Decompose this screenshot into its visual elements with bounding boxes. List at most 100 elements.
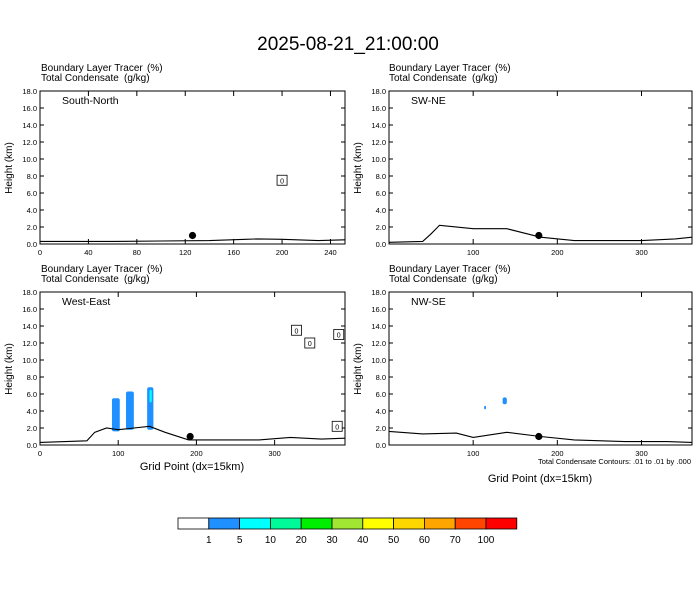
colorbar-label: 70 [450,535,462,546]
x-tick-label: 100 [112,449,125,458]
colorbar-label: 30 [326,535,338,546]
y-tick-label: 12.0 [22,339,37,348]
y-tick-label: 6.0 [376,189,386,198]
location-marker [186,432,194,441]
colorbar-swatch [300,517,333,530]
y-tick-label: 10.0 [371,155,386,164]
axes-frame [39,90,346,245]
x-axis-title: Grid Point (dx=15km) [488,473,592,485]
y-axis-title: Height (km) [4,142,15,194]
y-tick-label: 12.0 [22,138,37,147]
panel-south-north: 0.0 2.0 4.0 6.0 8.0 10.0 12.0 14.0 16.0 18.0 0 40 80… [22,87,346,257]
colorbar-label: 20 [296,535,308,546]
location-marker [188,231,197,240]
y-axis-title: Height (km) [4,343,15,395]
contour-label-box [276,174,288,186]
y-tick-label: 12.0 [371,339,386,348]
header-line1-label: Boundary Layer Tracer [41,63,143,74]
y-tick-label: 16.0 [371,305,386,314]
colorbar-label: 40 [357,535,369,546]
panel-sw-ne: 0.0 2.0 4.0 6.0 8.0 10.0 12.0 14.0 16.0 18.0 100 20… [371,87,693,257]
x-tick-label: 100 [467,449,480,458]
y-tick-label: 8.0 [27,373,37,382]
x-tick-label: 200 [190,449,203,458]
x-tick-label: 200 [551,248,564,257]
contour-label: 0 [280,178,284,185]
header-line2-label: Total Condensate [389,274,467,285]
shaded-region [126,391,134,430]
colorbar-swatch [454,517,487,530]
y-tick-label: 0.0 [376,441,386,450]
contour-label: 0 [295,328,299,335]
y-tick-label: 8.0 [376,172,386,181]
x-tick-label: 80 [133,248,141,257]
y-tick-label: 2.0 [376,424,386,433]
x-tick-label: 240 [324,248,337,257]
contour-label: 0 [308,341,312,348]
x-tick-label: 120 [179,248,192,257]
y-axis-title: Height (km) [353,142,364,194]
header-line1-unit: (%) [147,264,163,275]
y-tick-label: 10.0 [22,356,37,365]
panel-header-3: Boundary Layer Tracer (%) Total Condensa… [41,264,163,285]
header-line1-label: Boundary Layer Tracer [41,264,143,275]
header-line2-unit: (g/kg) [124,73,150,84]
y-tick-label: 12.0 [371,138,386,147]
colorbar-swatch [208,517,241,530]
shaded-region [149,389,152,403]
boundary-layer-line [388,224,693,243]
boundary-layer-line [388,430,693,443]
panel-label: SW-NE [411,95,446,107]
y-tick-label: 10.0 [22,155,37,164]
colorbar-label: 5 [237,535,243,546]
contour-label: 0 [337,333,341,340]
x-tick-label: 100 [467,248,480,257]
x-tick-label: 160 [227,248,240,257]
panel-nw-se: 0.0 2.0 4.0 6.0 8.0 10.0 12.0 14.0 16.0 18.0 100 20… [371,288,693,458]
y-tick-label: 16.0 [22,104,37,113]
y-tick-label: 0.0 [27,240,37,249]
colorbar-label: 60 [419,535,431,546]
y-tick-label: 16.0 [22,305,37,314]
colorbar-swatch [239,517,271,530]
panel-header-2: Boundary Layer Tracer (%) Total Condensa… [389,63,511,84]
colorbar-swatch [269,517,302,530]
y-tick-label: 10.0 [371,356,386,365]
header-line1-label: Boundary Layer Tracer [389,63,491,74]
y-tick-label: 2.0 [27,424,37,433]
x-tick-label: 300 [268,449,281,458]
panel-label: South-North [62,95,119,107]
contour-label-box [304,337,316,349]
header-line2-label: Total Condensate [41,274,119,285]
contour-label-box [333,329,345,340]
y-tick-label: 18.0 [22,288,37,297]
y-tick-label: 4.0 [376,407,386,416]
colorbar-label: 1 [206,535,212,546]
colorbar-swatch [331,517,364,530]
contour-note: Total Condensate Contours: .01 to .01 by… [538,457,691,466]
x-tick-label: 200 [551,449,564,458]
y-tick-label: 18.0 [22,87,37,96]
axes-frame [388,291,693,446]
header-line2-label: Total Condensate [41,73,119,84]
figure-title: 2025-08-21_21:00:00 [257,34,439,55]
header-line2-unit: (g/kg) [124,274,150,285]
y-tick-label: 14.0 [22,322,37,331]
y-tick-label: 2.0 [376,223,386,232]
shaded-region [502,397,507,405]
y-tick-label: 18.0 [371,87,386,96]
x-tick-label: 40 [84,248,92,257]
colorbar-label: 100 [478,535,495,546]
axes-frame [388,90,693,245]
panel-header-1: Boundary Layer Tracer (%) Total Condensa… [41,63,163,84]
y-tick-label: 18.0 [371,288,386,297]
y-axis-title: Height (km) [353,343,364,395]
y-tick-label: 0.0 [376,240,386,249]
location-marker [535,231,543,240]
x-axis-title: Grid Point (dx=15km) [140,461,244,473]
contour-label-box [331,420,343,432]
y-tick-label: 4.0 [27,206,37,215]
y-tick-label: 0.0 [27,441,37,450]
colorbar-swatch [393,517,425,530]
